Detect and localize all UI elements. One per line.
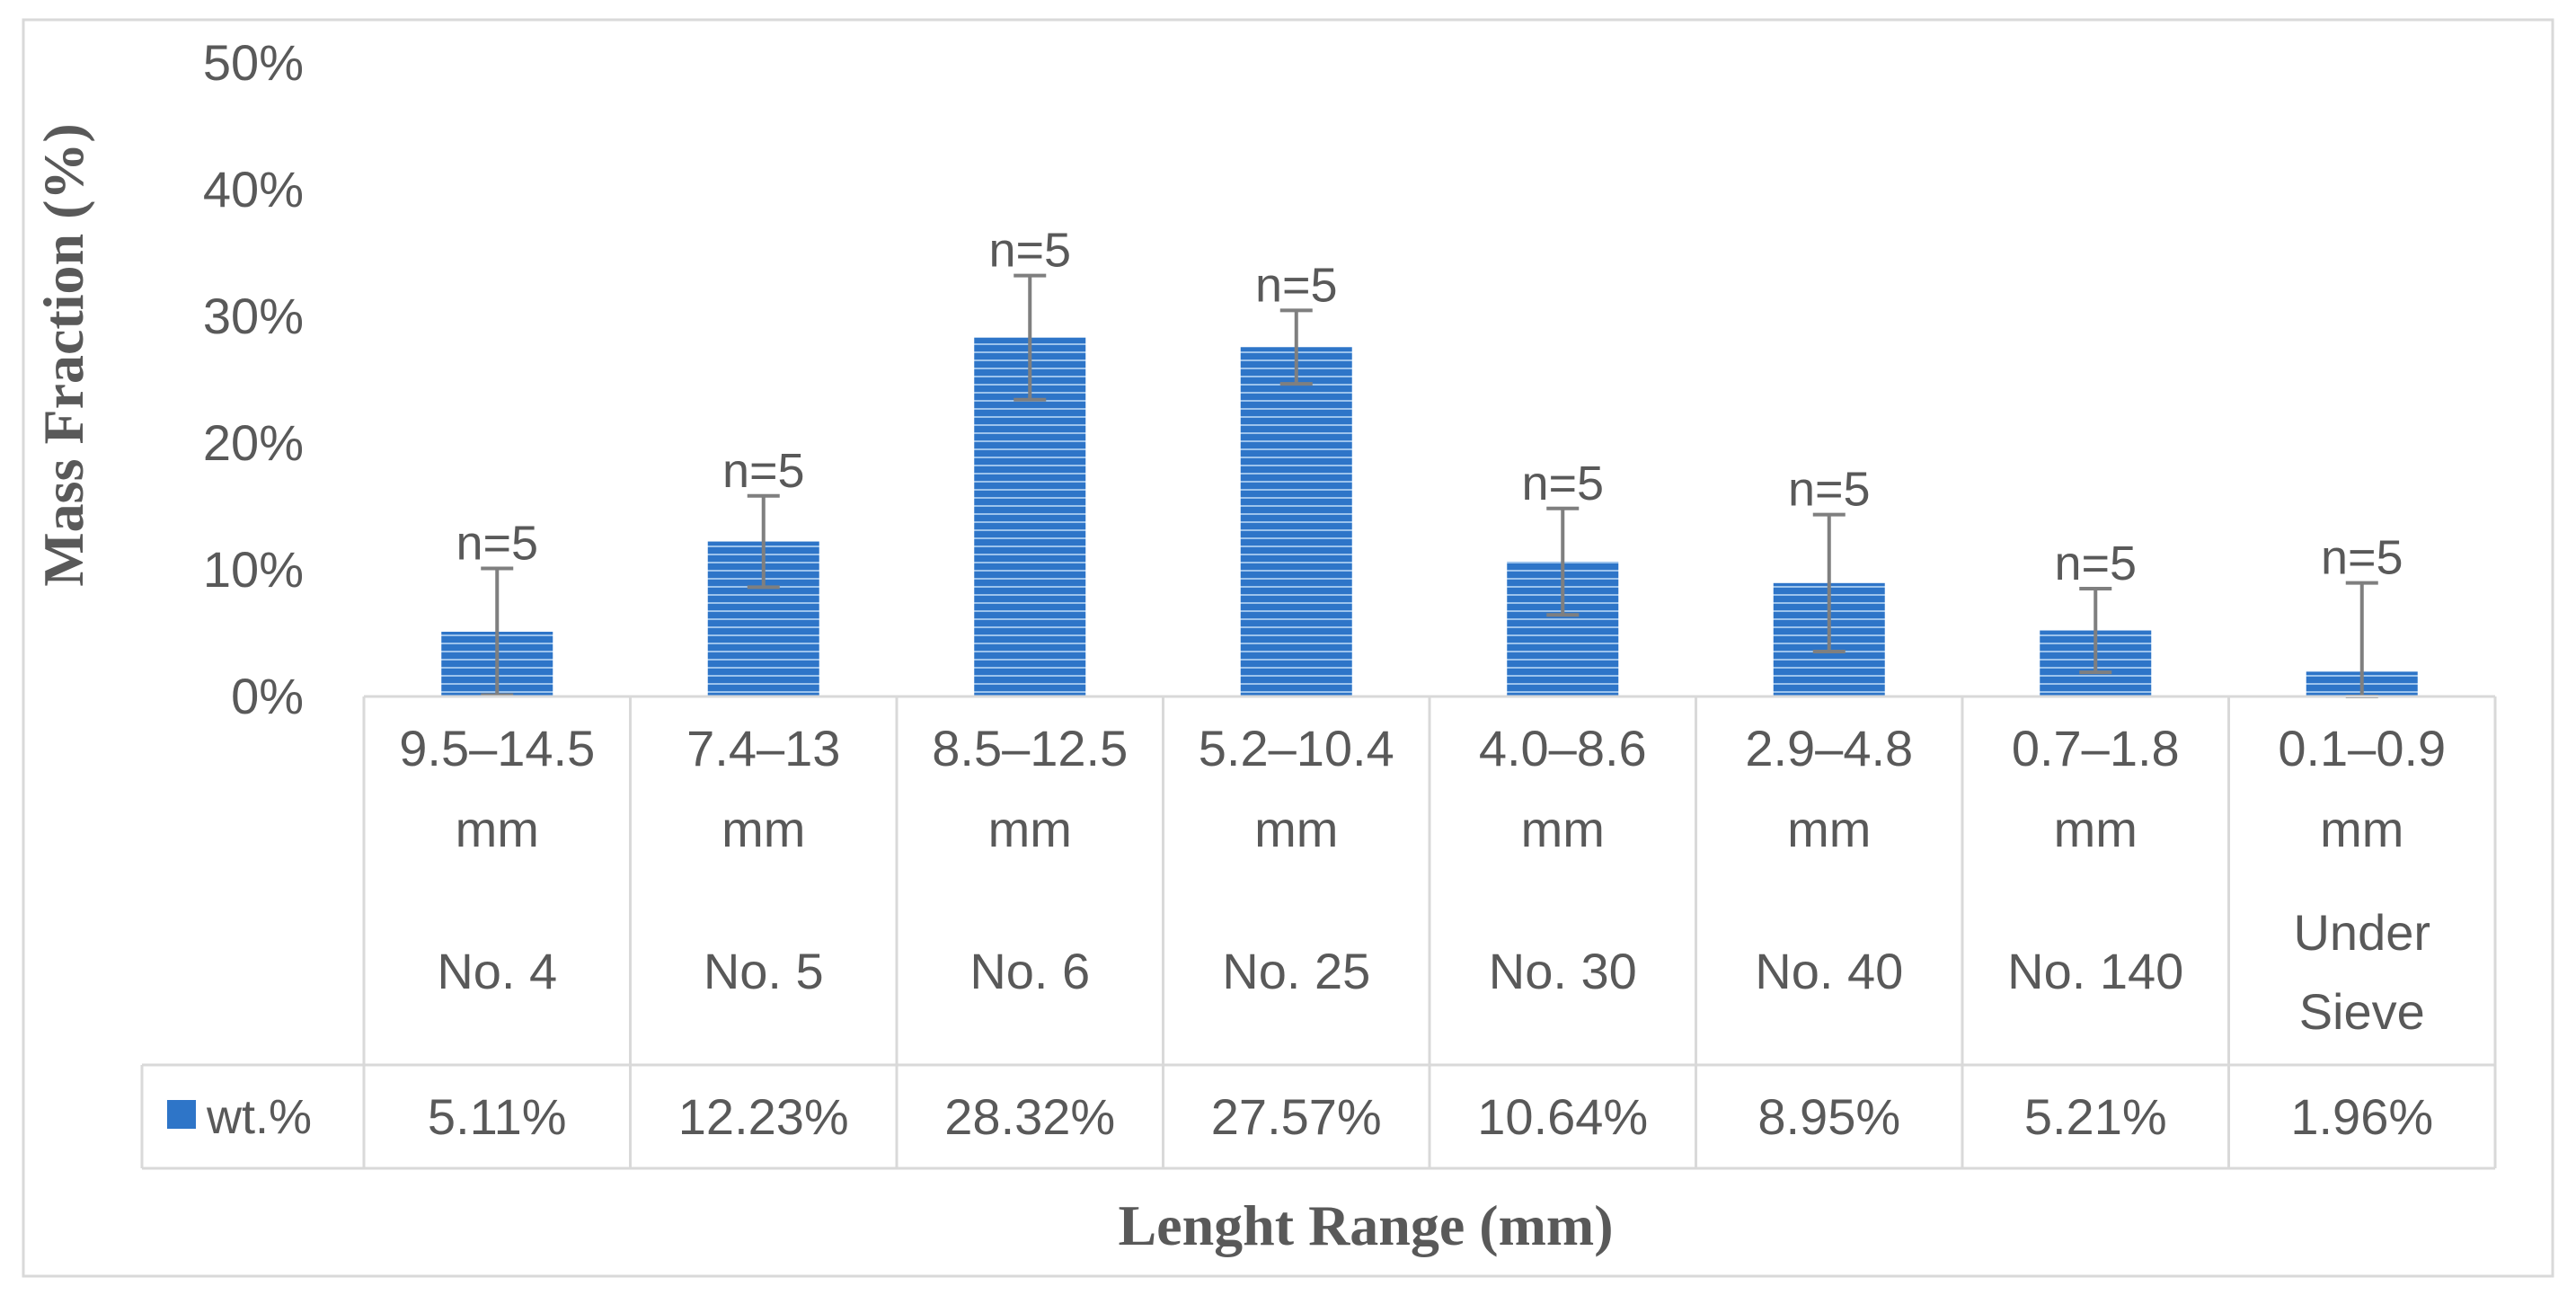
category-sieve-label: Sieve — [2299, 983, 2425, 1040]
sample-size-annotation: n=5 — [1521, 457, 1604, 510]
category-sieve-label: No. 5 — [704, 943, 824, 999]
category-unit-label: mm — [1254, 801, 1338, 857]
category-unit-label: mm — [2320, 801, 2403, 857]
value-label: 8.95% — [1757, 1088, 1900, 1145]
value-label: 27.57% — [1211, 1088, 1382, 1145]
category-sieve-label: No. 30 — [1489, 943, 1637, 999]
value-label: 10.64% — [1477, 1088, 1648, 1145]
value-label: 1.96% — [2290, 1088, 2433, 1145]
category-range-label: 5.2–10.4 — [1199, 720, 1394, 776]
category-sieve-label: No. 6 — [969, 943, 1090, 999]
category-unit-label: mm — [1521, 801, 1605, 857]
y-tick-label: 30% — [203, 288, 304, 344]
category-range-label: 7.4–13 — [686, 720, 840, 776]
sample-size-annotation: n=5 — [2054, 537, 2137, 590]
sample-size-annotation: n=5 — [2321, 531, 2403, 585]
category-sieve-label: No. 25 — [1222, 943, 1370, 999]
value-label: 5.21% — [2024, 1088, 2167, 1145]
category-range-label: 0.7–1.8 — [2012, 720, 2180, 776]
category-range-label: 0.1–0.9 — [2278, 720, 2446, 776]
value-label: 12.23% — [678, 1088, 849, 1145]
category-sieve-label: No. 40 — [1755, 943, 1903, 999]
y-tick-label: 0% — [231, 668, 304, 724]
sample-size-annotation: n=5 — [722, 444, 805, 498]
category-unit-label: mm — [2054, 801, 2138, 857]
value-label: 28.32% — [944, 1088, 1115, 1145]
y-tick-label: 20% — [203, 414, 304, 471]
legend-key — [167, 1100, 196, 1129]
legend-label: wt.% — [206, 1090, 312, 1144]
category-range-label: 4.0–8.6 — [1479, 720, 1647, 776]
category-sieve-label: No. 140 — [2007, 943, 2183, 999]
category-unit-label: mm — [721, 801, 805, 857]
category-sieve-label: Under — [2293, 904, 2430, 961]
x-axis-title: Lenght Range (mm) — [1118, 1193, 1613, 1257]
sample-size-annotation: n=5 — [1788, 463, 1871, 517]
value-label: 5.11% — [428, 1088, 567, 1145]
y-tick-label: 40% — [203, 161, 304, 217]
y-tick-label: 10% — [203, 541, 304, 598]
sample-size-annotation: n=5 — [1255, 258, 1338, 312]
y-tick-label: 50% — [203, 34, 304, 91]
sample-size-annotation: n=5 — [988, 224, 1071, 278]
bar — [1240, 347, 1352, 696]
category-unit-label: mm — [456, 801, 539, 857]
y-axis-title: Mass Fraction (%) — [31, 123, 95, 586]
category-range-label: 9.5–14.5 — [399, 720, 595, 776]
category-sieve-label: No. 4 — [437, 943, 557, 999]
category-unit-label: mm — [988, 801, 1072, 857]
category-unit-label: mm — [1787, 801, 1871, 857]
category-range-label: 8.5–12.5 — [932, 720, 1128, 776]
category-range-label: 2.9–4.8 — [1745, 720, 1913, 776]
sample-size-annotation: n=5 — [456, 516, 538, 570]
